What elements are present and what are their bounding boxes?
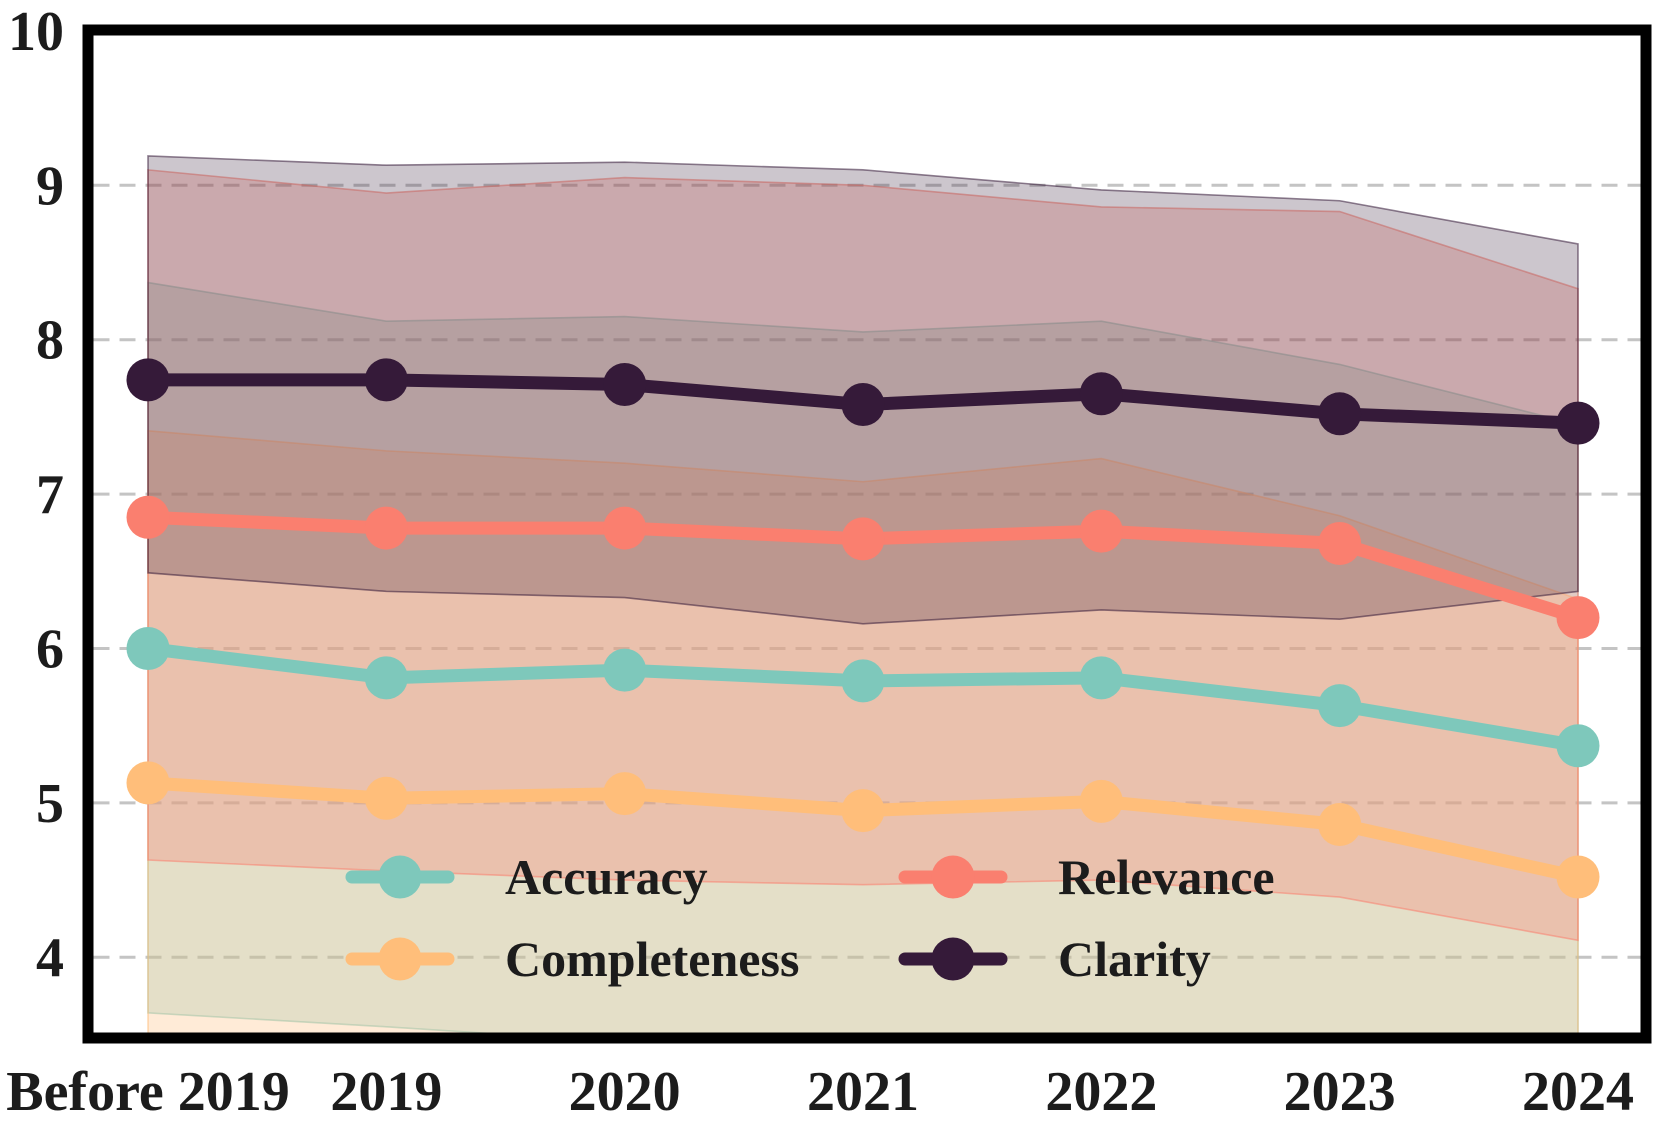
y-axis-tick-labels: 4 5 6 7 8 9 10 — [8, 1, 64, 989]
legend-marker-dot-accuracy — [378, 855, 422, 899]
legend-item-accuracy: Accuracy — [345, 849, 708, 905]
x-tick-label-5: 2023 — [1284, 1061, 1396, 1121]
legend-label-completeness: Completeness — [505, 931, 799, 987]
data-point-completeness-3 — [841, 789, 885, 833]
legend-item-relevance: Relevance — [898, 849, 1275, 905]
y-tick-label-6: 6 — [36, 619, 64, 681]
data-point-accuracy-0 — [126, 627, 170, 670]
data-point-relevance-0 — [126, 495, 170, 539]
series-clarity — [126, 358, 1600, 445]
data-point-accuracy-1 — [364, 656, 408, 700]
data-point-clarity-0 — [126, 358, 170, 402]
x-axis-tick-labels: Before 2019 2019 2020 2021 2022 2023 2024 — [6, 1061, 1634, 1121]
legend-label-clarity: Clarity — [1058, 931, 1211, 987]
gridlines — [93, 183, 1641, 959]
x-tick-label-1: 2019 — [330, 1061, 442, 1121]
data-point-clarity-6 — [1556, 401, 1600, 445]
y-tick-label-9: 9 — [36, 155, 64, 217]
data-point-relevance-3 — [841, 517, 885, 561]
x-tick-label-3: 2021 — [807, 1061, 919, 1121]
confidence-bands — [147, 155, 1579, 1033]
series-completeness — [126, 761, 1600, 899]
band-accuracy — [147, 281, 1579, 1033]
y-tick-label-5: 5 — [36, 773, 64, 835]
data-point-completeness-4 — [1079, 779, 1123, 823]
data-point-accuracy-2 — [603, 648, 647, 692]
data-point-relevance-4 — [1079, 509, 1123, 553]
series-relevance — [126, 495, 1600, 640]
x-tick-label-6: 2024 — [1522, 1061, 1634, 1121]
x-tick-label-2: 2020 — [569, 1061, 681, 1121]
y-tick-label-7: 7 — [36, 464, 64, 526]
legend-label-relevance: Relevance — [1058, 849, 1275, 905]
legend-marker-dot-completeness — [378, 937, 422, 981]
data-point-accuracy-6 — [1556, 724, 1600, 768]
data-point-clarity-5 — [1318, 392, 1362, 436]
data-point-accuracy-5 — [1318, 684, 1362, 728]
legend-item-clarity: Clarity — [898, 931, 1211, 987]
legend-item-completeness: Completeness — [345, 931, 799, 987]
axis-frame — [82, 24, 1652, 1044]
data-point-relevance-5 — [1318, 522, 1362, 566]
legend-marker-dot-clarity — [931, 937, 975, 981]
series-accuracy — [126, 627, 1600, 768]
data-point-relevance-2 — [603, 506, 647, 550]
data-point-completeness-2 — [603, 772, 647, 816]
data-point-completeness-0 — [126, 761, 170, 805]
y-tick-label-10: 10 — [8, 1, 64, 63]
data-point-clarity-1 — [364, 358, 408, 402]
data-point-completeness-1 — [364, 776, 408, 820]
data-point-clarity-2 — [603, 362, 647, 406]
legend-label-accuracy: Accuracy — [505, 849, 708, 905]
x-tick-label-4: 2022 — [1045, 1061, 1157, 1121]
data-point-completeness-5 — [1318, 803, 1362, 847]
data-point-relevance-6 — [1556, 596, 1600, 640]
legend: Accuracy Relevance Completeness Clarity — [345, 849, 1275, 987]
x-tick-label-0: Before 2019 — [6, 1061, 290, 1121]
y-tick-label-8: 8 — [36, 310, 64, 372]
data-point-accuracy-4 — [1079, 656, 1123, 700]
band-completeness — [147, 429, 1579, 1033]
data-point-completeness-6 — [1556, 855, 1600, 899]
legend-marker-dot-relevance — [931, 855, 975, 899]
data-point-accuracy-3 — [841, 659, 885, 703]
data-point-clarity-4 — [1079, 372, 1123, 416]
data-point-relevance-1 — [364, 506, 408, 550]
data-point-clarity-3 — [841, 383, 885, 427]
y-tick-label-4: 4 — [36, 927, 64, 989]
